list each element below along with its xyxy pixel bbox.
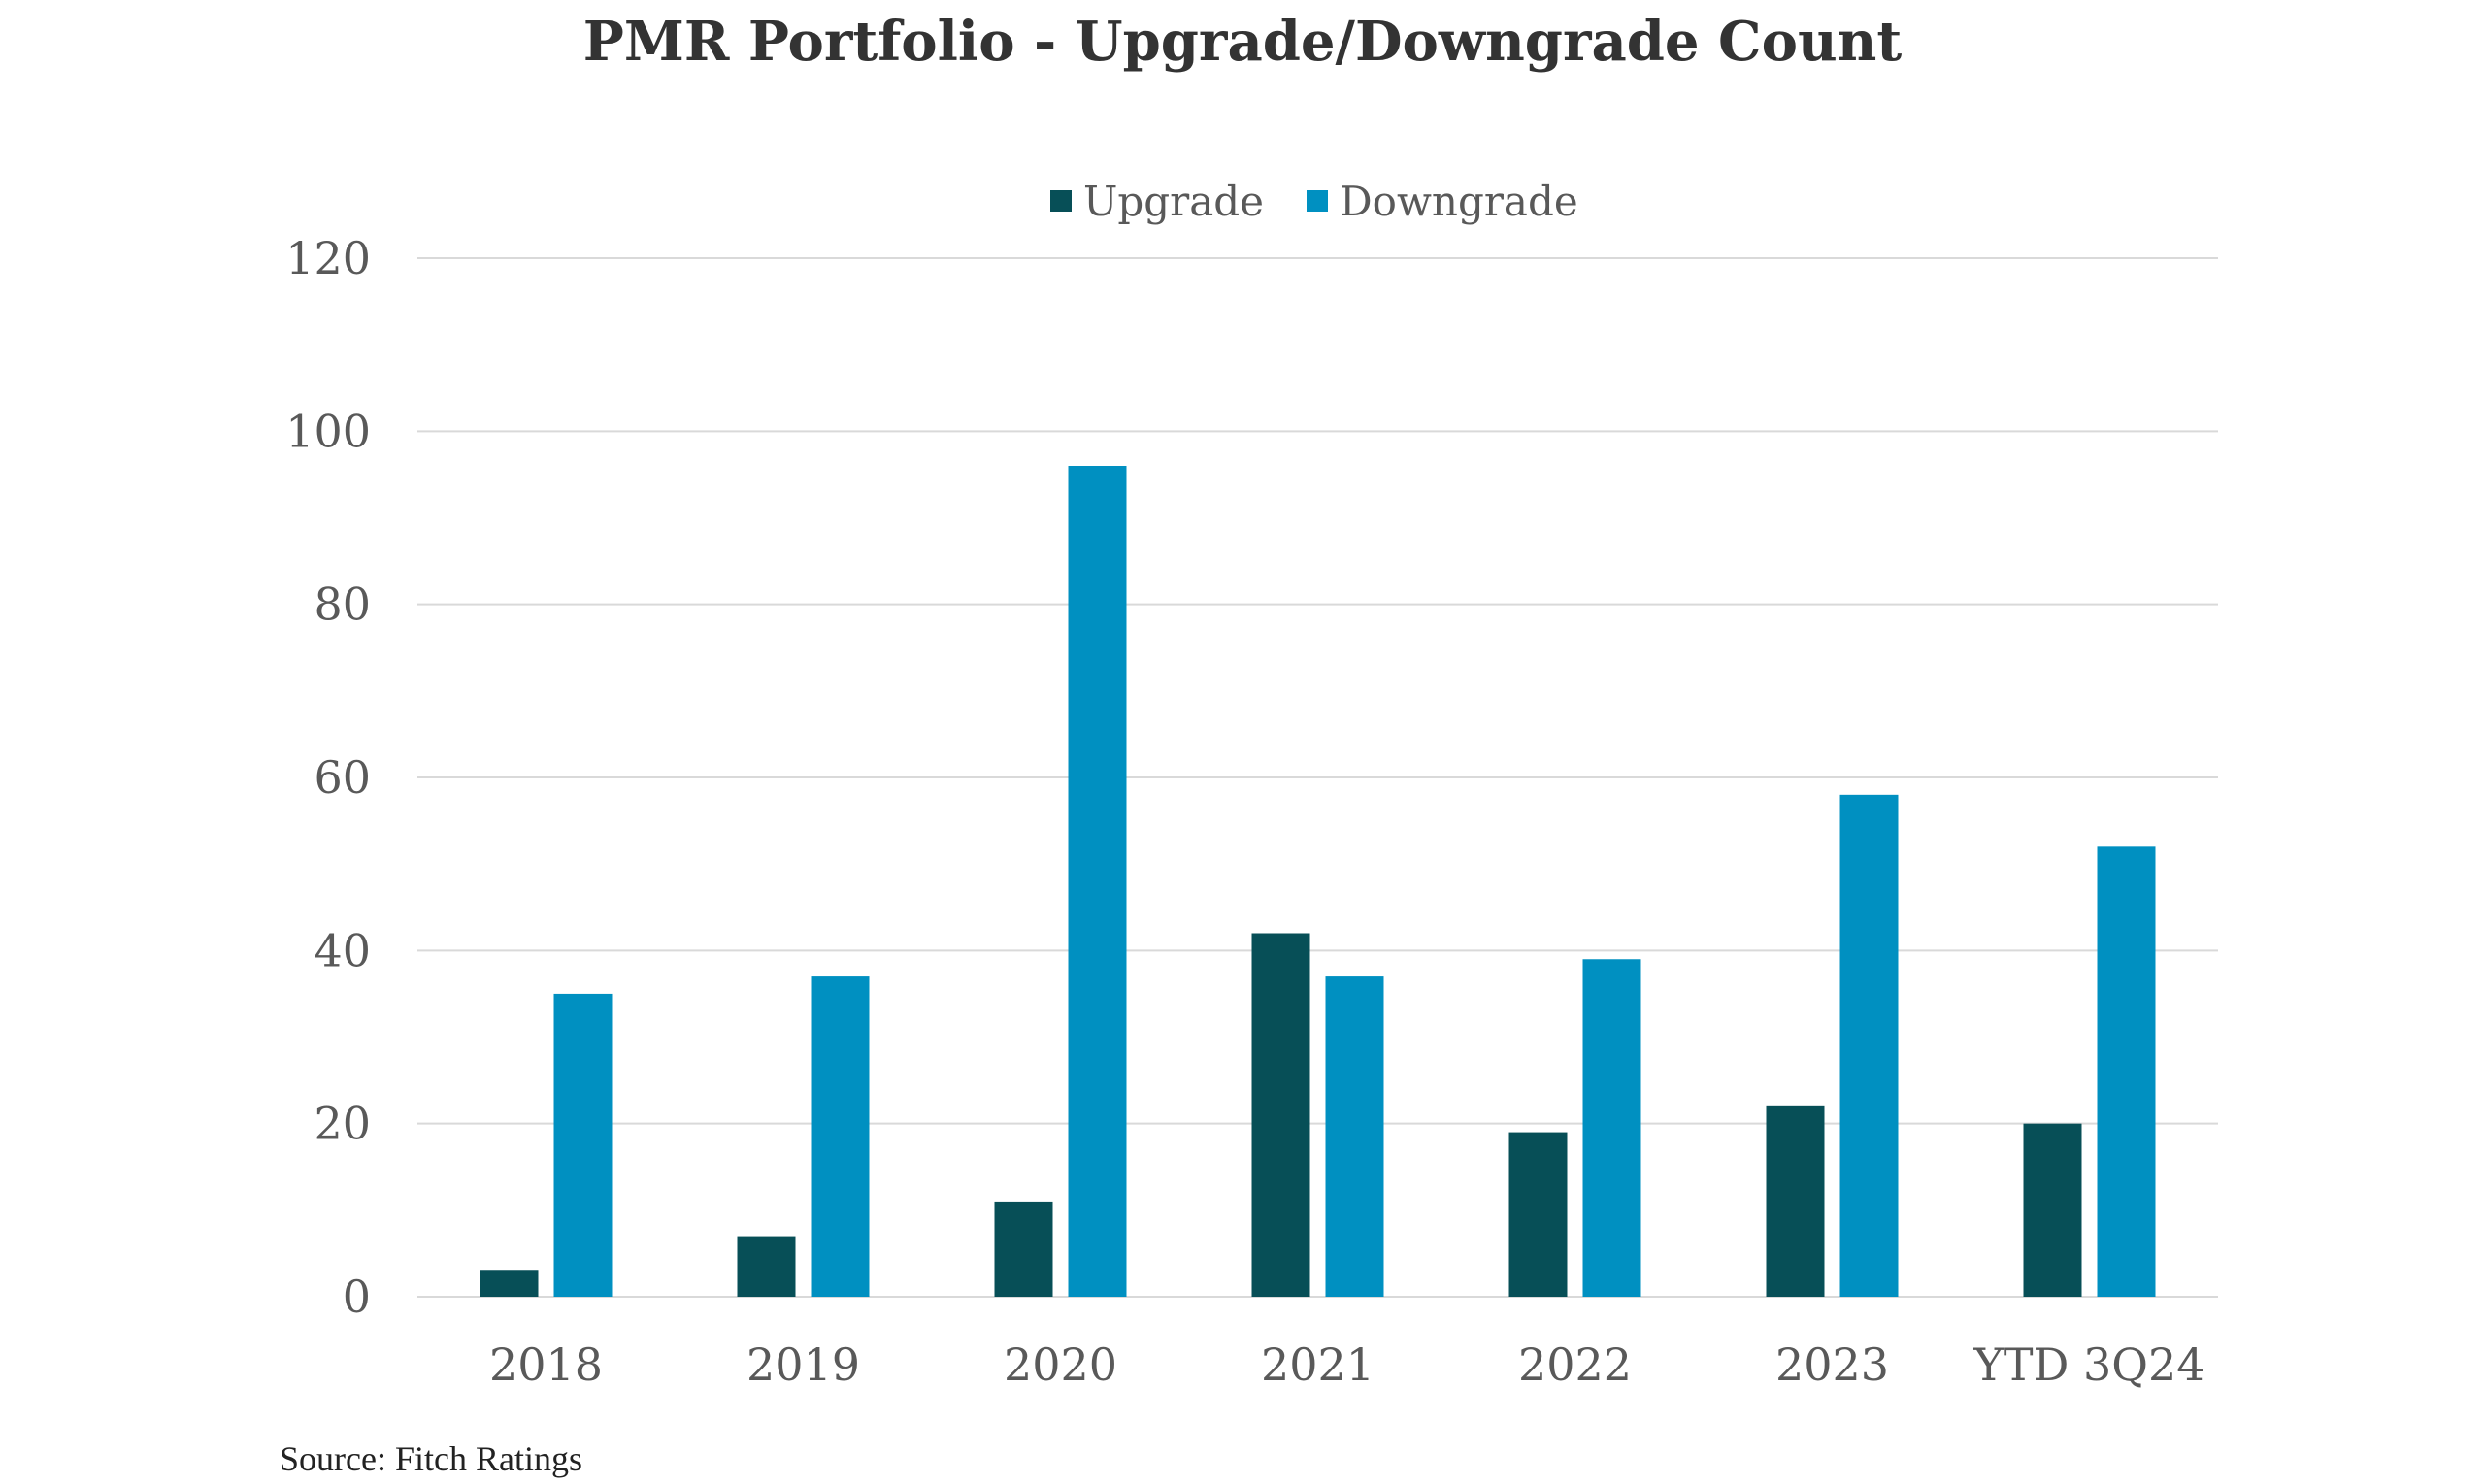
bar-downgrade-ytd-3q24 <box>2097 846 2156 1297</box>
bar-downgrade-2020 <box>1068 466 1127 1297</box>
y-axis-ticks: 0 20 40 60 80 100 120 <box>285 232 371 1323</box>
y-tick-label: 40 <box>314 924 371 976</box>
bar-upgrade-ytd-3q24 <box>2023 1123 2082 1297</box>
source-note: Source: Fitch Ratings <box>280 1439 582 1478</box>
legend-swatch-upgrade <box>1050 190 1072 212</box>
x-tick-label: YTD 3Q24 <box>1972 1338 2204 1391</box>
y-tick-label: 100 <box>285 405 371 457</box>
bar-downgrade-2023 <box>1839 794 1899 1297</box>
y-tick-label: 60 <box>314 751 371 804</box>
x-tick-label: 2022 <box>1518 1338 1632 1391</box>
x-tick-label: 2020 <box>1004 1338 1117 1391</box>
bar-downgrade-2018 <box>553 993 613 1297</box>
bar-upgrade-2018 <box>480 1270 539 1297</box>
y-tick-label: 0 <box>343 1270 371 1323</box>
legend-label-downgrade: Downgrade <box>1340 178 1578 225</box>
legend-label-upgrade: Upgrade <box>1083 178 1264 225</box>
y-tick-label: 20 <box>314 1098 371 1150</box>
bar-downgrade-2021 <box>1325 976 1384 1297</box>
bar-upgrade-2019 <box>737 1236 796 1297</box>
y-tick-label: 80 <box>314 578 371 631</box>
chart-title: PMR Portfolio - Upgrade/Downgrade Count <box>583 10 1903 74</box>
gridlines <box>417 257 2218 1298</box>
legend-swatch-downgrade <box>1307 190 1328 212</box>
bar-downgrade-2022 <box>1582 959 1641 1297</box>
x-axis-ticks: 2018 2019 2020 2021 2022 2023 YTD 3Q24 <box>489 1338 2205 1391</box>
x-tick-label: 2023 <box>1775 1338 1889 1391</box>
bar-upgrade-2020 <box>994 1201 1053 1297</box>
x-tick-label: 2019 <box>746 1338 860 1391</box>
bars <box>480 466 2156 1297</box>
legend: Upgrade Downgrade <box>1050 178 1578 225</box>
x-tick-label: 2021 <box>1261 1338 1375 1391</box>
bar-upgrade-2021 <box>1251 933 1310 1297</box>
bar-upgrade-2023 <box>1766 1105 1825 1297</box>
y-tick-label: 120 <box>285 232 371 284</box>
bar-upgrade-2022 <box>1508 1132 1568 1297</box>
x-tick-label: 2018 <box>489 1338 603 1391</box>
bar-downgrade-2019 <box>811 976 870 1297</box>
